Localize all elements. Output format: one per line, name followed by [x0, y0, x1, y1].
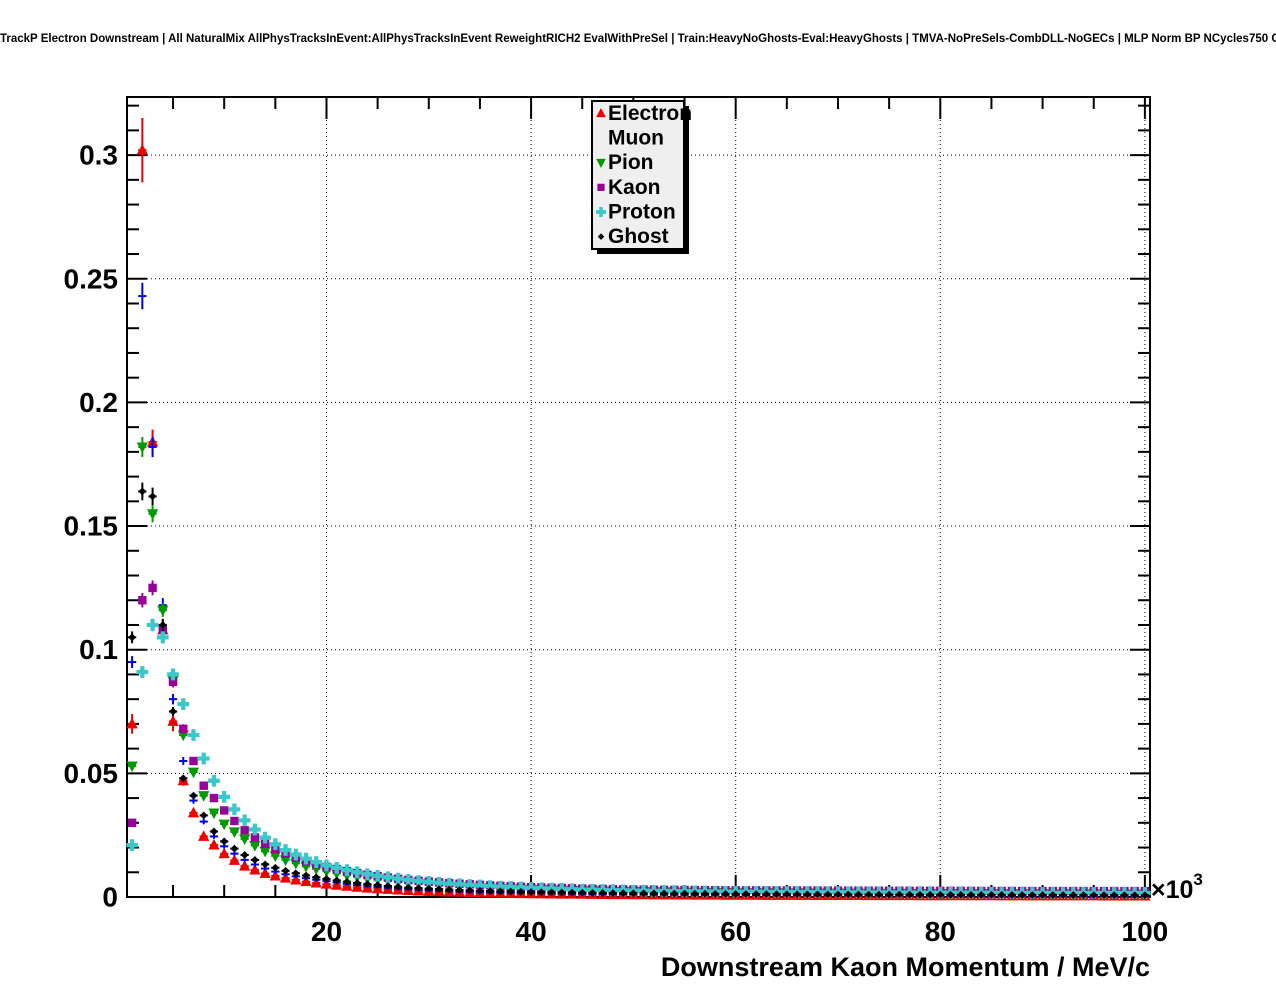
x-axis-title: Downstream Kaon Momentum / MeV/c — [661, 952, 1150, 982]
legend-box — [591, 100, 685, 250]
plot-title: TrackP Electron Downstream | All Natural… — [0, 33, 1276, 45]
svg-text:Pion: Pion — [608, 151, 654, 174]
series-ghost — [128, 482, 1149, 900]
svg-text:100: 100 — [1122, 916, 1169, 947]
svg-text:40: 40 — [516, 916, 547, 947]
svg-text:0.15: 0.15 — [64, 511, 119, 542]
axis-tick-labels: 0 0.05 0.1 0.15 0.2 0.25 0.3 20 40 60 80 100 — [64, 140, 1169, 947]
svg-text:80: 80 — [925, 916, 956, 947]
legend-entry-ghost: Ghost — [597, 225, 669, 248]
electron-marker-icon — [596, 108, 606, 118]
ghost-marker-icon — [597, 233, 605, 240]
pion-marker-icon — [596, 158, 606, 168]
svg-text:Muon: Muon — [608, 127, 664, 150]
svg-text:0.1: 0.1 — [79, 634, 118, 665]
legend-entry-proton: Proton — [595, 201, 676, 224]
gridlines — [127, 97, 1150, 897]
legend-entry-electron: Electron — [596, 102, 692, 125]
svg-text:Ghost: Ghost — [608, 225, 669, 248]
plot-frame — [126, 96, 1151, 898]
svg-text:0.2: 0.2 — [79, 387, 118, 418]
series-proton — [126, 618, 1151, 899]
svg-text:0: 0 — [102, 882, 118, 913]
proton-marker-icon — [595, 206, 607, 218]
svg-text:Kaon: Kaon — [608, 176, 661, 199]
legend-entry-kaon: Kaon — [597, 176, 661, 199]
legend-entry-muon: Muon — [608, 127, 664, 150]
svg-text:0.05: 0.05 — [64, 758, 119, 789]
svg-text:0.25: 0.25 — [64, 263, 119, 294]
series-muon — [128, 282, 1149, 897]
svg-text:20: 20 — [311, 916, 342, 947]
svg-text:0.3: 0.3 — [79, 140, 118, 171]
kaon-marker-icon — [597, 183, 605, 191]
series-pion — [126, 436, 1151, 901]
svg-text:Proton: Proton — [608, 201, 676, 224]
svg-text:60: 60 — [720, 916, 751, 947]
legend-entry-pion: Pion — [596, 151, 654, 174]
x-axis-exponent: ×103 — [1151, 870, 1203, 904]
svg-text:Electron: Electron — [608, 102, 692, 125]
